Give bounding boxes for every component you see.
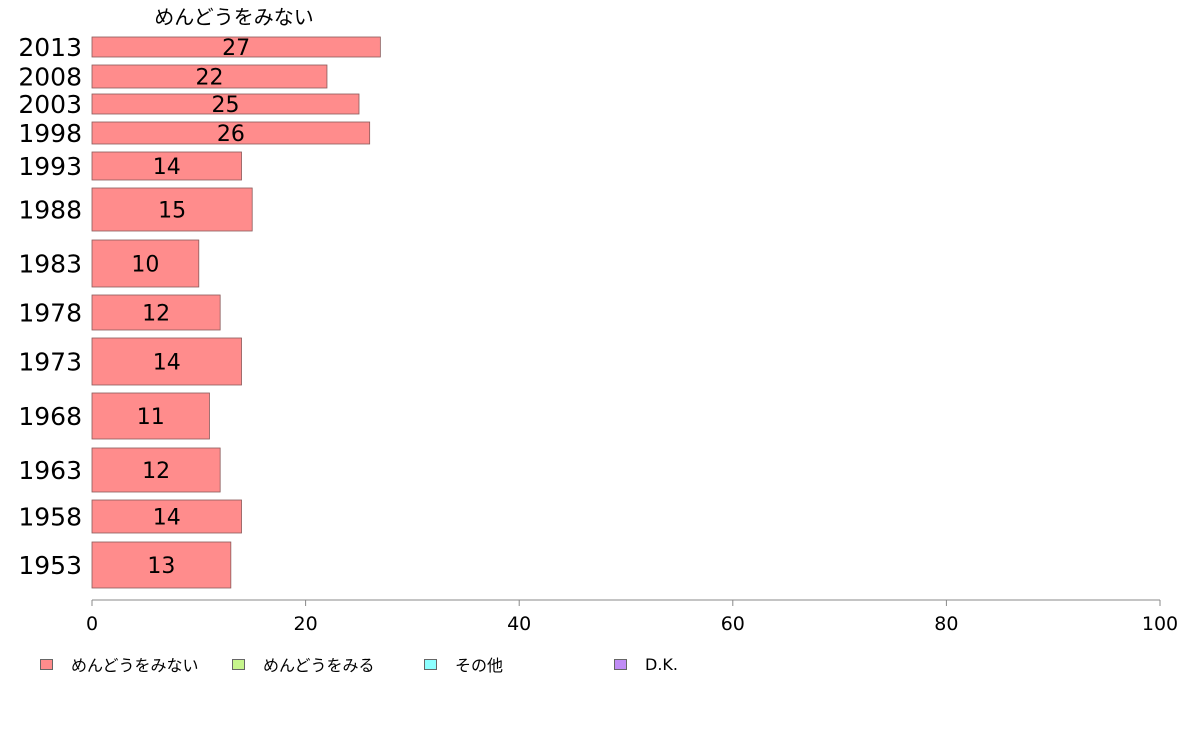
legend-label: D.K.: [645, 654, 678, 674]
x-tick-label: 80: [934, 613, 958, 635]
bar-value-label-1953: 13: [147, 554, 175, 579]
bar-value-label-1973: 14: [153, 351, 181, 376]
category-label-1993: 1993: [18, 152, 82, 181]
x-tick-label: 40: [507, 613, 531, 635]
bar-value-label-1958: 14: [153, 506, 181, 531]
bar-1993: [91, 151, 242, 181]
bar-value-label-2008: 22: [195, 66, 223, 91]
bar-2008: [91, 64, 328, 89]
category-label-2008: 2008: [18, 63, 82, 92]
legend: めんどうをみない めんどうをみる その他 D.K.: [0, 652, 1188, 676]
bar-value-label-2013: 27: [222, 36, 250, 61]
bar-value-label-1998: 26: [217, 122, 245, 147]
bar-1988: [91, 187, 253, 232]
category-label-1958: 1958: [18, 503, 82, 532]
category-label-1983: 1983: [18, 250, 82, 279]
legend-swatch: [40, 658, 53, 670]
bar-1978: [91, 294, 221, 331]
legend-swatch: [232, 658, 245, 670]
category-label-1978: 1978: [18, 299, 82, 328]
bar-value-label-1988: 15: [158, 199, 186, 224]
legend-item-mendou-miru: めんどうをみる: [232, 652, 375, 676]
category-label-1953: 1953: [18, 551, 82, 580]
x-tick-label: 20: [294, 613, 318, 635]
legend-item-dk: D.K.: [614, 652, 678, 676]
chart-title: めんどうをみない: [154, 5, 313, 29]
bar-1983: [91, 239, 200, 288]
bar-chart: めんどうをみない 2720132220082520032619981419931…: [18, 5, 1178, 635]
bar-value-label-1993: 14: [153, 155, 181, 180]
legend-swatch: [614, 658, 627, 670]
bar-2013: [91, 36, 381, 58]
category-label-1973: 1973: [18, 348, 82, 377]
bar-1968: [91, 392, 210, 440]
category-label-2013: 2013: [18, 33, 82, 62]
x-tick-label: 100: [1142, 613, 1178, 635]
category-label-1963: 1963: [18, 456, 82, 485]
legend-item-mendou-minai: めんどうをみない: [40, 652, 199, 676]
x-tick-label: 0: [86, 613, 98, 635]
bar-1963: [91, 447, 221, 493]
bar-value-label-1963: 12: [142, 459, 170, 484]
bar-value-label-1983: 10: [131, 253, 159, 278]
bar-1998: [91, 121, 371, 145]
bar-1953: [91, 541, 232, 589]
legend-swatch: [424, 658, 437, 670]
bar-value-label-1968: 11: [137, 405, 165, 430]
legend-label: めんどうをみる: [263, 656, 375, 675]
bar-1958: [91, 499, 242, 534]
legend-label: めんどうをみない: [71, 656, 199, 675]
x-tick-label: 60: [721, 613, 745, 635]
legend-label: その他: [455, 656, 504, 675]
category-label-1988: 1988: [18, 196, 82, 225]
bar-1973: [91, 337, 242, 386]
category-label-2003: 2003: [18, 90, 82, 119]
category-label-1998: 1998: [18, 119, 82, 148]
bar-value-label-2003: 25: [212, 93, 240, 118]
category-label-1968: 1968: [18, 402, 82, 431]
bar-value-label-1978: 12: [142, 302, 170, 327]
legend-item-sonota: その他: [424, 652, 503, 676]
bar-2003: [91, 93, 360, 115]
